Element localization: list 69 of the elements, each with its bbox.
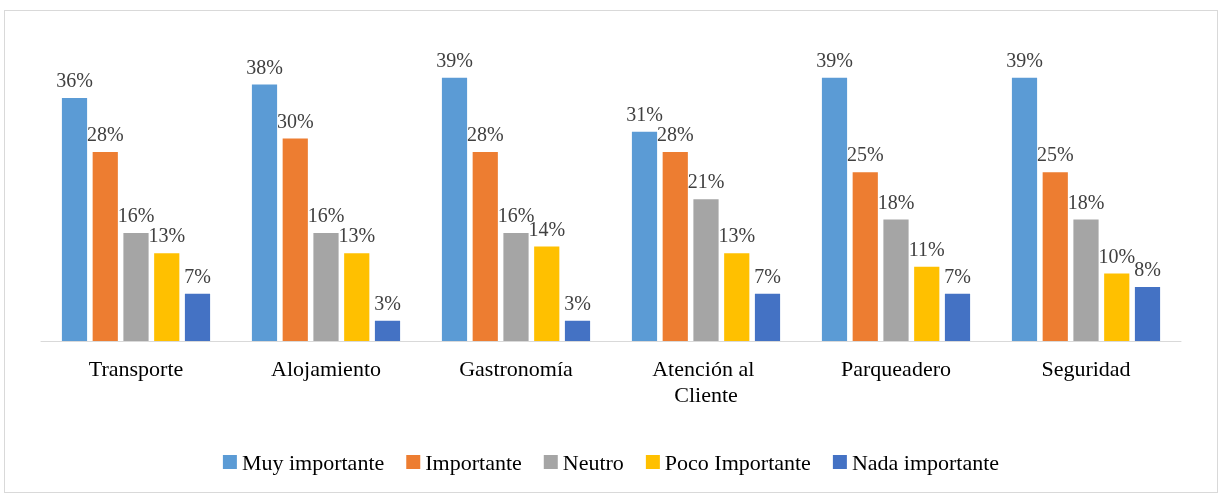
bar (534, 246, 560, 341)
data-label: 3% (564, 291, 591, 314)
bar (1104, 273, 1130, 341)
bar (123, 233, 149, 341)
bar (821, 77, 848, 341)
legend-label: Importante (425, 449, 522, 475)
data-label: 21% (687, 170, 725, 193)
data-label: 7% (754, 264, 781, 287)
bar (184, 293, 211, 341)
bar (441, 77, 468, 341)
data-label: 38% (246, 55, 283, 78)
bar (1134, 287, 1161, 341)
bar (154, 253, 180, 341)
bar (724, 253, 750, 341)
data-label: 11% (908, 237, 945, 260)
data-label: 28% (86, 123, 124, 145)
bar (754, 293, 781, 341)
data-label: 25% (1036, 143, 1074, 166)
data-label: 39% (1006, 48, 1043, 71)
data-label: 16% (117, 204, 155, 226)
x-tick-label: Atención al Cliente (652, 355, 760, 407)
bar (944, 293, 971, 341)
bar (662, 152, 688, 341)
bar (693, 199, 719, 341)
data-label: 13% (718, 224, 756, 247)
data-label: 28% (656, 123, 694, 145)
data-label: 3% (374, 291, 401, 314)
bar (61, 98, 88, 341)
bar (564, 320, 591, 341)
bar (1011, 77, 1038, 341)
bar (92, 152, 118, 341)
bar (503, 233, 529, 341)
data-label: 8% (1134, 258, 1161, 280)
bar (1042, 172, 1068, 341)
data-label: 7% (184, 264, 211, 287)
x-tick-label: Seguridad (1041, 355, 1131, 381)
legend-label: Neutro (562, 449, 624, 475)
bar (914, 266, 940, 341)
data-label: 16% (307, 204, 345, 226)
data-label: 39% (436, 48, 473, 71)
data-label: 13% (148, 224, 186, 247)
x-tick-label: Alojamiento (271, 355, 381, 381)
bar (313, 233, 339, 341)
legend-label: Muy importante (241, 449, 385, 475)
data-label: 18% (1067, 190, 1105, 213)
bar (344, 253, 370, 341)
data-label: 39% (816, 48, 853, 71)
bar (631, 131, 658, 341)
x-tick-label: Parqueadero (841, 355, 951, 381)
x-tick-label: Gastronomía (459, 355, 574, 381)
x-tick-label: Transporte (88, 355, 184, 381)
data-label: 28% (466, 123, 504, 145)
bar (472, 152, 498, 341)
bar (852, 172, 878, 341)
bar (374, 320, 401, 341)
data-label: 25% (846, 143, 884, 166)
bar (251, 84, 278, 341)
data-label: 7% (944, 264, 971, 287)
data-label: 13% (338, 224, 376, 247)
data-label: 18% (877, 190, 915, 213)
legend-label: Poco Importante (664, 449, 811, 475)
bar (282, 138, 308, 341)
legend-label: Nada importante (851, 449, 1000, 475)
data-label: 10% (1098, 244, 1136, 267)
bar (883, 219, 909, 341)
data-label: 36% (56, 69, 93, 91)
bar (1073, 219, 1099, 341)
data-label: 31% (626, 102, 663, 125)
data-label: 30% (276, 109, 314, 132)
